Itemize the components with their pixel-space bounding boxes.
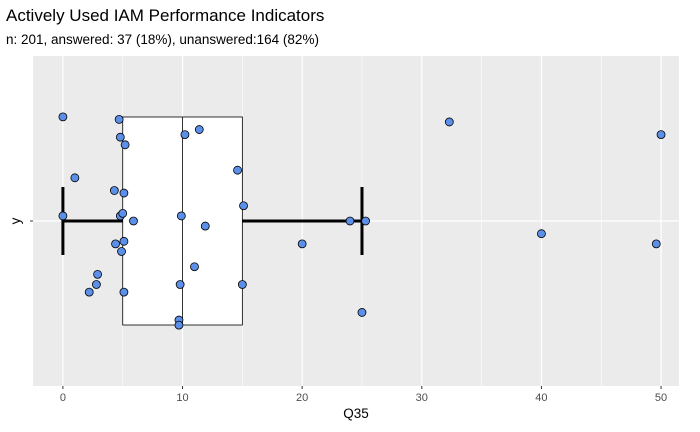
data-point (114, 115, 124, 124)
data-point (297, 239, 307, 249)
data-point (84, 287, 94, 297)
data-point (357, 308, 367, 317)
data-point (175, 280, 185, 289)
data-point (93, 269, 102, 279)
data-point (651, 239, 661, 249)
data-point (194, 125, 204, 134)
data-point (119, 188, 129, 198)
x-tick-label: 50 (655, 392, 667, 404)
data-point (656, 130, 666, 140)
x-tick-label: 10 (176, 392, 188, 404)
data-point (58, 211, 68, 221)
data-point (117, 247, 126, 256)
data-point (119, 236, 129, 246)
x-tick-label: 0 (60, 392, 66, 404)
data-point (239, 201, 248, 211)
data-point (58, 112, 68, 122)
data-point (118, 208, 128, 218)
data-point (176, 211, 186, 221)
x-tick-label: 20 (296, 392, 308, 404)
data-point (115, 132, 125, 142)
data-point (345, 216, 355, 226)
data-point (361, 216, 370, 226)
x-tick-label: 40 (535, 392, 547, 404)
x-axis-title: Q35 (343, 406, 369, 421)
data-point (92, 280, 101, 289)
data-point (180, 130, 190, 140)
axes-layer: 0 10 20 30 40 50 (30, 220, 667, 404)
chart-title: Actively Used IAM Performance Indicators (6, 6, 325, 25)
data-point (119, 287, 129, 297)
data-point (237, 280, 247, 289)
data-point (444, 117, 454, 127)
data-point (537, 229, 546, 239)
data-point (190, 262, 199, 272)
data-point (120, 140, 130, 150)
data-point (70, 173, 80, 183)
data-point (129, 216, 138, 226)
points-layer (58, 112, 666, 330)
data-point (174, 320, 184, 330)
data-point (109, 186, 119, 195)
data-point (111, 239, 120, 249)
chart-subtitle: n: 201, answered: 37 (18%), unanswered:1… (6, 32, 319, 47)
y-axis-title: y (8, 217, 23, 224)
x-tick-label: 30 (416, 392, 428, 404)
data-point (200, 221, 210, 231)
data-point (233, 165, 242, 175)
